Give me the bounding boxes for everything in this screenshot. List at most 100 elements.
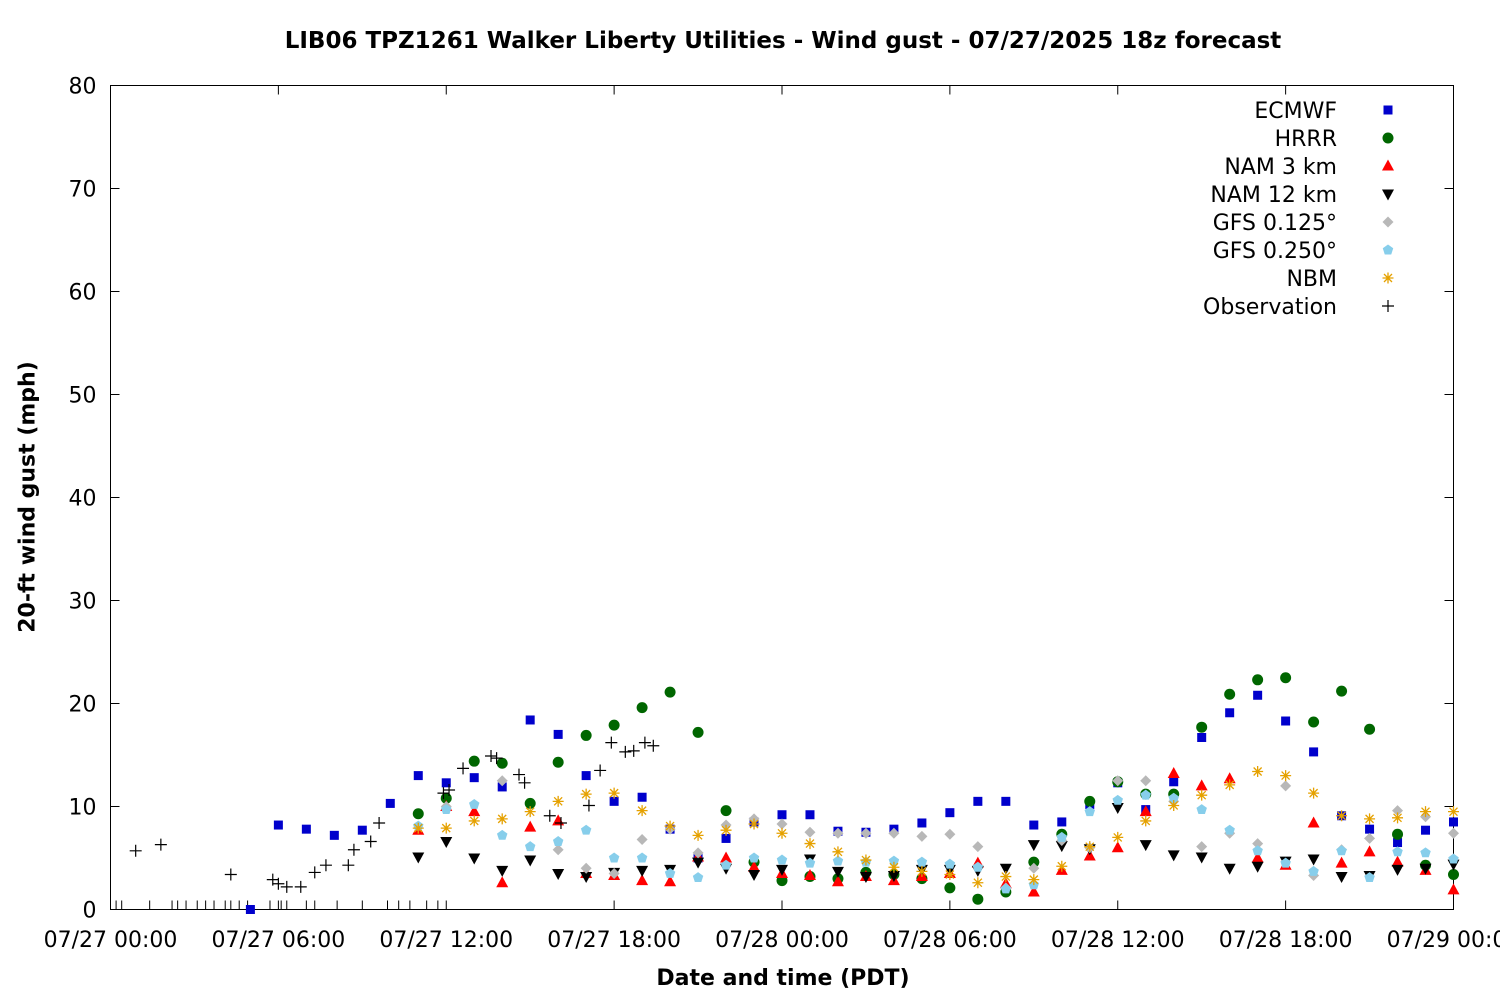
data-point-hrrr <box>608 719 620 731</box>
data-point-nam-3-km <box>1111 841 1124 853</box>
data-point-gfs-0-125 <box>888 827 900 839</box>
data-point-nbm <box>888 861 900 873</box>
data-point-ecmwf <box>721 833 731 843</box>
data-point-nbm <box>832 846 844 858</box>
data-point-gfs-0-250 <box>916 856 928 867</box>
data-point-gfs-0-125 <box>552 844 564 856</box>
data-point-hrrr <box>1084 795 1096 807</box>
data-point-nam-12-km <box>440 837 453 849</box>
data-point-nbm <box>1028 874 1040 886</box>
series-nam-3-km <box>412 767 1460 897</box>
data-point-nam-12-km <box>496 865 509 877</box>
data-point-observation <box>619 745 632 758</box>
data-point-nbm <box>860 854 872 866</box>
data-point-gfs-0-125 <box>860 827 872 839</box>
data-point-nbm <box>1168 799 1180 811</box>
data-point-nbm <box>524 806 536 818</box>
data-point-gfs-0-250 <box>776 854 788 865</box>
legend-label-nam-12-km: NAM 12 km <box>1210 183 1337 208</box>
data-point-hrrr <box>972 893 984 905</box>
data-point-hrrr <box>496 757 508 769</box>
data-point-hrrr <box>524 797 536 809</box>
data-point-gfs-0-250 <box>1420 847 1431 858</box>
data-point-observation <box>347 843 360 856</box>
data-point-gfs-0-250 <box>1000 883 1012 894</box>
data-point-nam-3-km <box>636 874 649 886</box>
data-point-gfs-0-250 <box>1112 794 1123 805</box>
data-point-nbm <box>1308 787 1320 799</box>
data-point-gfs-0-125 <box>1280 780 1292 792</box>
data-point-ecmwf <box>469 773 479 783</box>
data-point-observation <box>518 776 531 789</box>
data-point-ecmwf <box>917 818 927 828</box>
data-point-gfs-0-250 <box>496 829 508 840</box>
series-ecmwf <box>245 690 1458 914</box>
x-tick-label: 07/28 00:00 <box>715 928 849 953</box>
data-point-nam-12-km <box>1307 854 1320 866</box>
data-point-ecmwf <box>245 905 255 914</box>
data-point-gfs-0-250 <box>1364 872 1375 883</box>
data-point-nam-12-km <box>636 865 649 877</box>
data-point-gfs-0-250 <box>608 852 620 863</box>
data-point-nam-12-km <box>552 868 565 880</box>
data-point-nam-12-km <box>1027 840 1040 852</box>
y-tick-label: 60 <box>69 281 97 306</box>
data-point-nbm <box>1448 806 1459 818</box>
data-point-hrrr <box>1364 723 1376 735</box>
y-tick-label: 70 <box>69 178 97 203</box>
data-point-gfs-0-125 <box>496 775 508 787</box>
data-point-nbm <box>916 865 928 877</box>
data-point-nbm <box>664 820 676 832</box>
data-point-ecmwf <box>1449 817 1458 827</box>
data-point-hrrr <box>552 756 564 768</box>
data-point-nam-12-km <box>1335 872 1348 884</box>
data-point-gfs-0-125 <box>1140 775 1152 787</box>
data-point-ecmwf <box>385 798 395 808</box>
data-point-ecmwf <box>329 830 339 840</box>
data-point-nbm <box>1280 770 1292 782</box>
legend-marker-ecmwf <box>1383 105 1393 115</box>
data-point-observation <box>543 809 556 822</box>
data-point-ecmwf <box>357 825 367 835</box>
data-point-nam-12-km <box>692 857 705 869</box>
data-point-nbm <box>1252 765 1264 777</box>
data-point-observation <box>280 880 293 893</box>
data-point-hrrr <box>1308 716 1320 728</box>
data-point-gfs-0-250 <box>1252 845 1263 856</box>
data-point-nam-12-km <box>999 863 1012 875</box>
data-point-ecmwf <box>1029 820 1039 830</box>
legend-marker-observation <box>1382 300 1394 312</box>
x-tick-label: 07/28 06:00 <box>883 928 1017 953</box>
data-point-gfs-0-250 <box>692 872 704 883</box>
data-point-nbm <box>496 813 508 825</box>
data-point-nam-3-km <box>1335 856 1348 868</box>
data-point-gfs-0-250 <box>524 841 536 852</box>
x-axis-label: Date and time (PDT) <box>656 966 910 991</box>
data-point-observation <box>638 736 651 749</box>
data-point-nam-12-km <box>1139 840 1152 852</box>
data-point-gfs-0-250 <box>1448 853 1459 864</box>
data-point-hrrr <box>1448 868 1459 880</box>
data-point-nbm <box>636 805 648 817</box>
data-point-nbm <box>748 818 760 830</box>
data-point-nbm <box>1336 810 1348 822</box>
data-point-nam-12-km <box>887 871 900 883</box>
data-point-ecmwf <box>973 796 983 806</box>
data-point-gfs-0-125 <box>1112 775 1124 787</box>
data-point-gfs-0-125 <box>804 826 816 838</box>
data-point-gfs-0-250 <box>720 859 732 870</box>
x-tick-label: 07/29 00:00 <box>1387 928 1500 953</box>
data-point-ecmwf <box>945 808 955 818</box>
data-point-observation <box>457 762 470 775</box>
data-point-observation <box>647 739 660 752</box>
data-point-observation <box>154 838 167 851</box>
data-point-ecmwf <box>1281 716 1291 726</box>
data-point-gfs-0-250 <box>1140 789 1151 800</box>
data-point-gfs-0-250 <box>1224 824 1235 835</box>
data-point-observation <box>373 816 386 829</box>
data-point-nam-12-km <box>1391 864 1404 876</box>
series-nbm <box>412 765 1459 889</box>
data-point-hrrr <box>720 805 732 817</box>
data-point-nbm <box>776 827 788 839</box>
data-point-nbm <box>1392 812 1404 824</box>
